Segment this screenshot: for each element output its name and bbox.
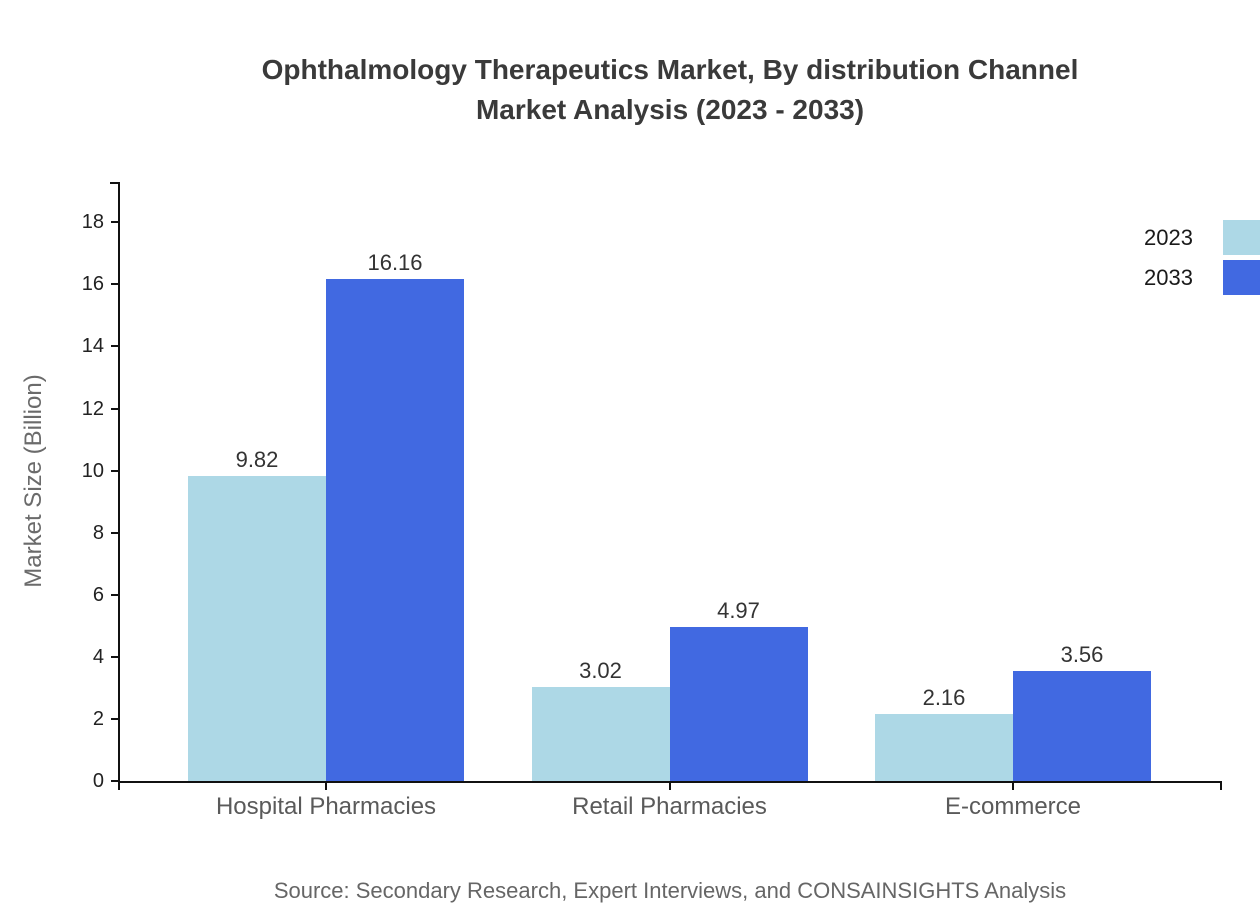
- x-axis-start-tick: [118, 781, 120, 790]
- y-tick-mark: [111, 345, 118, 348]
- bar-2033-hospital-pharmacies: [326, 279, 464, 781]
- y-tick-mark: [111, 283, 118, 286]
- y-tick-label: 12: [81, 397, 104, 420]
- bar-value-label: 16.16: [367, 250, 423, 276]
- legend-label-2033: 2033: [1144, 264, 1193, 290]
- bar-2033-retail-pharmacies: [669, 626, 808, 781]
- y-tick-label: 8: [92, 521, 104, 544]
- y-tick-mark: [111, 407, 118, 410]
- bar-value-label: 3.56: [1060, 641, 1104, 667]
- y-tick-label: 4: [92, 645, 104, 668]
- chart-title-line1: Ophthalmology Therapeutics Market, By di…: [261, 54, 1079, 85]
- y-tick-mark: [111, 780, 118, 782]
- x-category-label-e-commerce: E-commerce: [944, 793, 1082, 820]
- x-tick-mark: [668, 781, 671, 790]
- legend-swatch-2033: [1223, 260, 1260, 295]
- chart-title-line2: Market Analysis (2023 - 2033): [475, 94, 865, 125]
- y-tick-mark: [111, 469, 118, 472]
- plot-area: 0 2 4 6 8 10 12 14 16 18 9.82 16.16 3.02 4.97 2.16 3.56: [82, 182, 1222, 792]
- y-tick-label: 16: [81, 273, 104, 296]
- legend: 2023 2033: [1144, 220, 1260, 300]
- legend-row-2033: 2033: [1144, 260, 1260, 295]
- bar-2023-hospital-pharmacies: [188, 476, 326, 781]
- source-note: Source: Secondary Research, Expert Inter…: [273, 878, 1067, 903]
- bar-value-label: 4.97: [717, 597, 760, 623]
- x-category-label-retail-pharmacies: Retail Pharmacies: [572, 793, 767, 820]
- y-tick-mark: [111, 593, 118, 596]
- x-category-label-hospital-pharmacies: Hospital Pharmacies: [215, 793, 437, 820]
- y-tick-label: 0: [92, 770, 104, 792]
- y-tick-mark: [111, 655, 118, 658]
- y-tick-mark: [111, 531, 118, 534]
- x-tick-mark: [1012, 781, 1014, 790]
- legend-swatch-2023: [1223, 220, 1260, 255]
- bar-value-label: 3.02: [579, 658, 622, 684]
- bar-2033-e-commerce: [1013, 670, 1151, 781]
- y-tick-label: 18: [81, 211, 104, 234]
- bar-2023-retail-pharmacies: [531, 687, 670, 781]
- bar-value-label: 9.82: [235, 447, 279, 473]
- y-tick-mark: [111, 717, 118, 720]
- bar-2023-e-commerce: [875, 713, 1013, 781]
- legend-row-2023: 2023: [1144, 220, 1260, 255]
- y-tick-label: 14: [81, 335, 104, 358]
- y-tick-label: 6: [92, 583, 104, 606]
- y-axis-label: Market Size (Billion): [20, 374, 47, 588]
- x-tick-mark: [325, 781, 327, 790]
- x-axis-end-tick: [1220, 781, 1222, 790]
- y-tick-label: 2: [92, 707, 104, 730]
- y-tick-mark: [111, 221, 118, 224]
- x-axis-categories: Hospital Pharmacies Retail Pharmacies E-co…: [120, 789, 1222, 829]
- bar-value-label: 2.16: [922, 684, 966, 710]
- legend-label-2023: 2023: [1144, 224, 1193, 250]
- y-tick-label: 10: [81, 459, 104, 482]
- y-axis-end-tick: [110, 182, 118, 184]
- chart-title: Ophthalmology Therapeutics Market, By di…: [90, 50, 1250, 130]
